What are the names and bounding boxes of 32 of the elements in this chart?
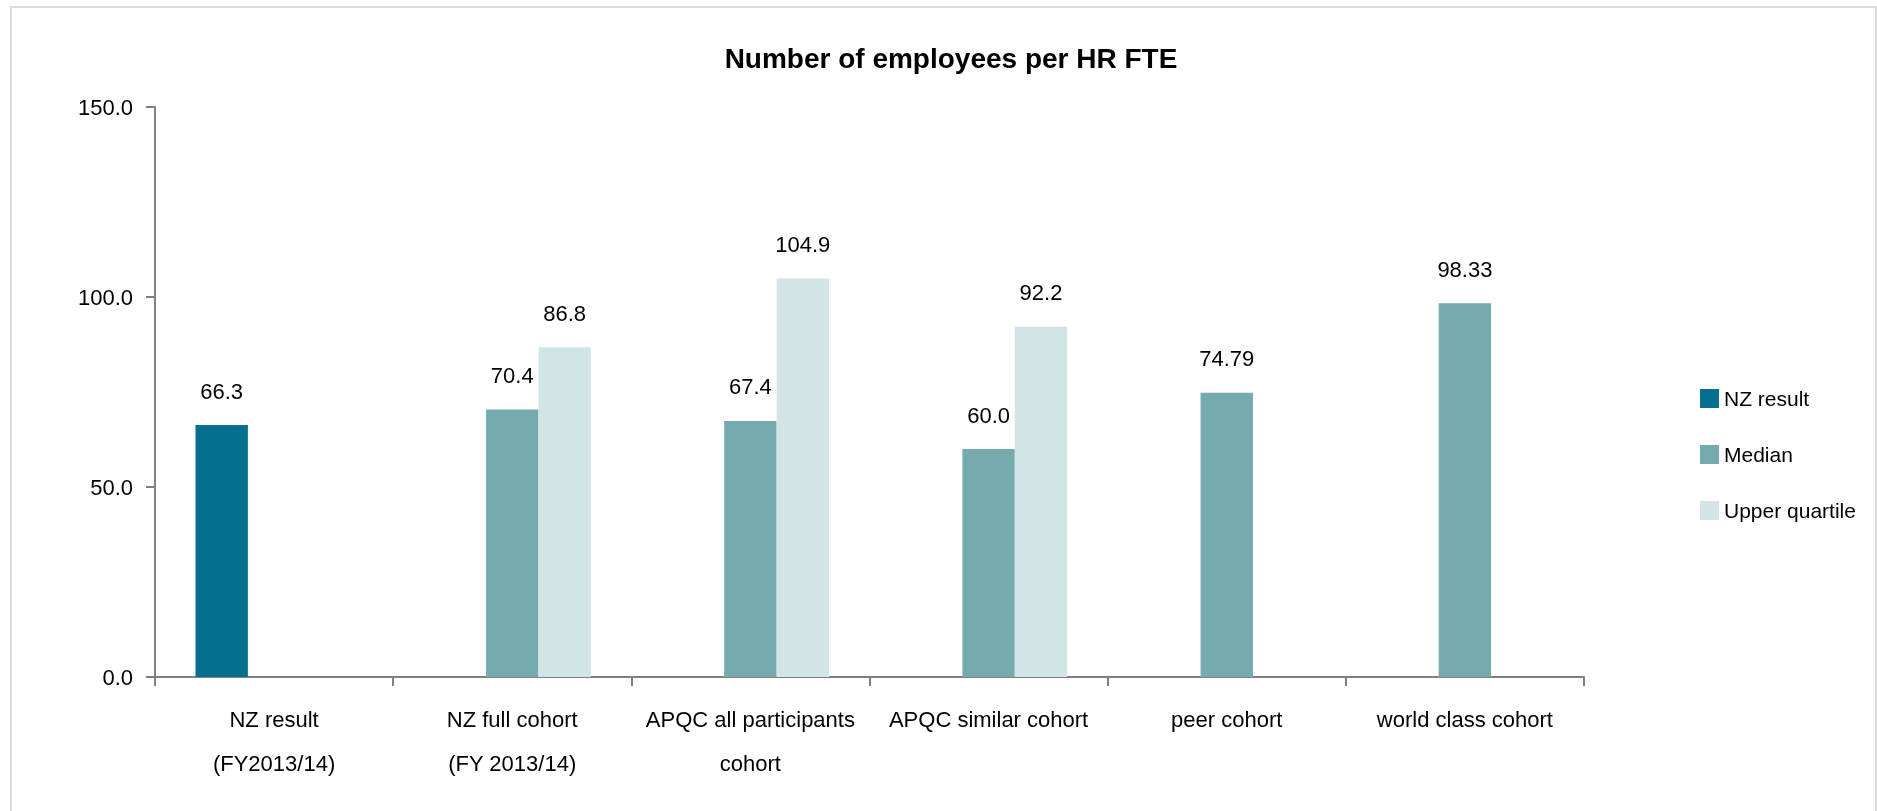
data-label: 67.4 [729,374,772,400]
legend-label: Upper quartile [1724,499,1856,522]
data-label: 98.33 [1437,256,1493,282]
data-label: 66.3 [200,378,244,404]
x-tick-label: APQC similar cohort [887,706,1090,734]
bar [1014,326,1068,677]
data-label: 86.8 [543,300,587,326]
legend-label: NZ result [1724,387,1810,410]
x-tick-label: NZ full cohort (FY 2013/14) [445,706,579,778]
bar [195,425,248,677]
data-label: 104.9 [775,231,831,257]
bar [1200,392,1253,677]
x-tick-label: NZ result (FY2013/14) [211,706,337,778]
x-tick-label: APQC all participants cohort [644,706,856,778]
bar [486,409,539,677]
chart-title: Number of employees per HR FTE [724,42,1178,74]
y-tick-label: 0.0 [102,664,133,690]
bar [776,278,830,677]
bar [1438,303,1492,677]
bar [724,420,777,677]
data-label: 60.0 [967,402,1010,428]
data-label: 92.2 [1019,280,1063,306]
bar [538,347,591,677]
y-tick-label: 100.0 [77,284,133,310]
x-tick-label: peer cohort [1170,706,1284,734]
data-label: 70.4 [490,362,534,388]
y-tick-label: 150.0 [77,94,133,120]
legend-label: Median [1724,443,1793,466]
bar [962,449,1015,677]
x-tick-label: world class cohort [1375,706,1554,734]
y-tick-label: 50.0 [90,474,133,500]
data-label: 74.79 [1199,346,1255,372]
